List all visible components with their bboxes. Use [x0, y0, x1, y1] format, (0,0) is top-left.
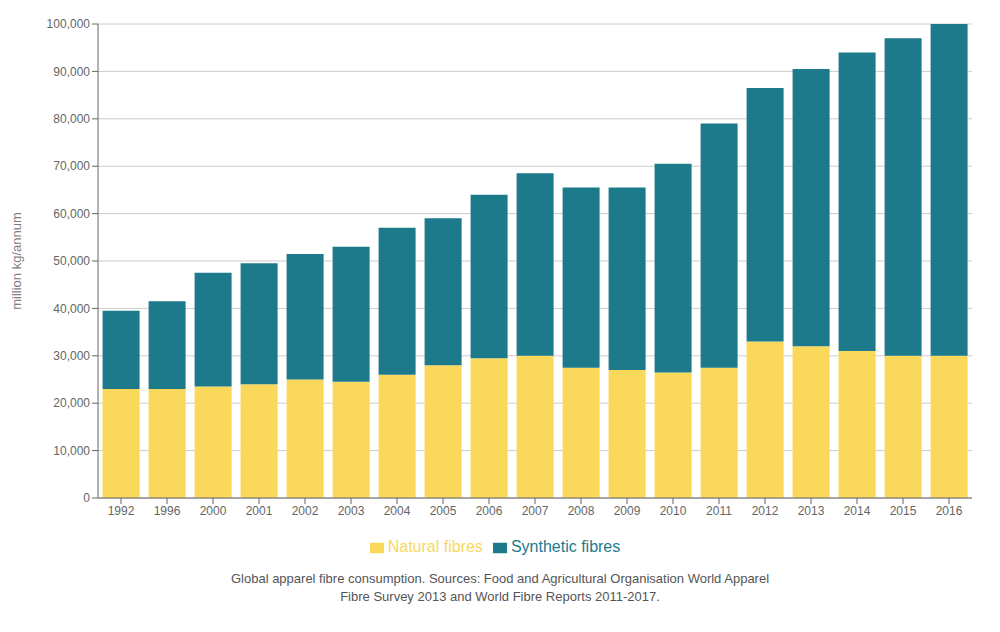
svg-text:2008: 2008 [568, 504, 595, 518]
svg-text:0: 0 [83, 491, 90, 505]
svg-text:2007: 2007 [522, 504, 549, 518]
svg-text:2006: 2006 [476, 504, 503, 518]
html-text:Global apparel fibre consumpti: Global apparel fibre consumption. Source… [230, 571, 770, 586]
svg-text:40,000: 40,000 [53, 302, 90, 316]
svg-text:million kg/annum: million kg/annum [9, 212, 24, 310]
html-text:Synthetic fibres: Synthetic fibres [510, 538, 621, 555]
svg-text:1996: 1996 [154, 504, 181, 518]
svg-text:2001: 2001 [246, 504, 273, 518]
svg-text:2012: 2012 [752, 504, 779, 518]
svg-text:2016: 2016 [936, 504, 963, 518]
svg-text:2004: 2004 [384, 504, 411, 518]
svg-text:1992: 1992 [108, 504, 135, 518]
html-text:Fibre Survey 2013 and World Fi: Fibre Survey 2013 and World Fibre Report… [340, 589, 660, 604]
svg-text:50,000: 50,000 [53, 254, 90, 268]
html-text:Natural fibres: Natural fibres [387, 538, 483, 555]
svg-text:30,000: 30,000 [53, 349, 90, 363]
svg-text:2000: 2000 [200, 504, 227, 518]
svg-text:2003: 2003 [338, 504, 365, 518]
svg-text:60,000: 60,000 [53, 207, 90, 221]
svg-text:2005: 2005 [430, 504, 457, 518]
svg-text:2010: 2010 [660, 504, 687, 518]
svg-text:2011: 2011 [706, 504, 732, 518]
svg-text:80,000: 80,000 [53, 112, 90, 126]
svg-text:70,000: 70,000 [53, 159, 90, 173]
svg-text:10,000: 10,000 [53, 444, 90, 458]
svg-text:2013: 2013 [798, 504, 825, 518]
svg-text:100,000: 100,000 [47, 17, 91, 31]
svg-text:90,000: 90,000 [53, 65, 90, 79]
svg-text:20,000: 20,000 [53, 396, 90, 410]
svg-text:2015: 2015 [890, 504, 917, 518]
svg-text:2002: 2002 [292, 504, 319, 518]
svg-text:2014: 2014 [844, 504, 871, 518]
svg-text:2009: 2009 [614, 504, 641, 518]
